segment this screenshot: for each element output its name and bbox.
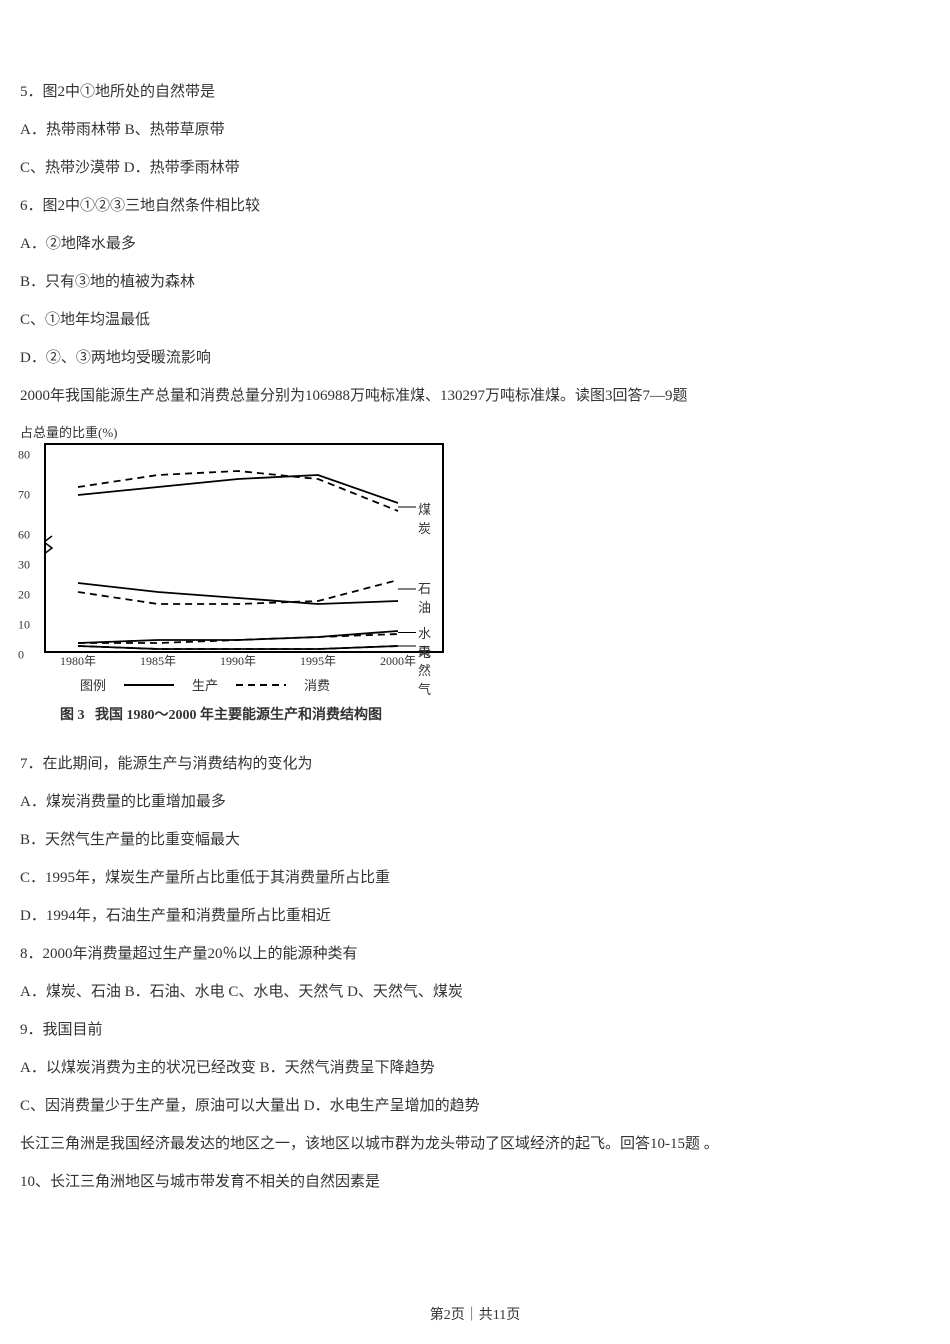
q8-options: A．煤炭、石油 B．石油、水电 C、水电、天然气 D、天然气、煤炭: [20, 980, 930, 1004]
q9-options-cd: C、因消费量少于生产量，原油可以大量出 D．水电生产呈增加的趋势: [20, 1094, 930, 1118]
chart-ytick: 20: [18, 588, 30, 603]
legend-solid-line-icon: [124, 680, 174, 690]
chart-ytick: 60: [18, 528, 30, 543]
q8-stem: 8．2000年消费量超过生产量20％以上的能源种类有: [20, 942, 930, 966]
q5-options-ab: A．热带雨林带 B、热带草原带: [20, 118, 930, 142]
q6-option-d: D．②、③两地均受暖流影响: [20, 346, 930, 370]
chart-ytick: 30: [18, 558, 30, 573]
q9-options-ab: A．以煤炭消费为主的状况已经改变 B．天然气消费呈下降趋势: [20, 1056, 930, 1080]
q7-option-d: D．1994年，石油生产量和消费量所占比重相近: [20, 904, 930, 928]
chart-ytick: 80: [18, 448, 30, 463]
chart-ytick: 0: [18, 648, 24, 663]
series-label-coal: 煤炭: [418, 499, 442, 537]
intro-10-15: 长江三角洲是我国经济最发达的地区之一，该地区以城市群为龙头带动了区域经济的起飞。…: [20, 1132, 930, 1156]
chart-caption: 图 3 我国 1980～2000 年主要能源生产和消费结构图: [60, 704, 460, 724]
series-label-gas: 天然气: [418, 641, 442, 698]
chart-ytick: 70: [18, 488, 30, 503]
q5-stem: 5．图2中①地所处的自然带是: [20, 80, 930, 104]
q7-option-b: B．天然气生产量的比重变幅最大: [20, 828, 930, 852]
caption-text: 我国 1980～2000 年主要能源生产和消费结构图: [95, 708, 382, 723]
q7-stem: 7．在此期间，能源生产与消费结构的变化为: [20, 752, 930, 776]
q7-option-c: C．1995年，煤炭生产量所占比重低于其消费量所占比重: [20, 866, 930, 890]
q6-option-b: B．只有③地的植被为森林: [20, 270, 930, 294]
legend-prod: 生产: [192, 675, 218, 694]
page-footer: 第2页｜共11页: [0, 1304, 950, 1324]
legend-cons: 消费: [304, 675, 330, 694]
q6-stem: 6．图2中①②③三地自然条件相比较: [20, 194, 930, 218]
q5-options-cd: C、热带沙漠带 D．热带季雨林带: [20, 156, 930, 180]
q6-option-a: A．②地降水最多: [20, 232, 930, 256]
chart-plot-area: 01020306070801980年1985年1990年1995年2000年煤炭…: [44, 443, 444, 653]
q7-option-a: A．煤炭消费量的比重增加最多: [20, 790, 930, 814]
chart-ytick: 10: [18, 618, 30, 633]
intro-7-9: 2000年我国能源生产总量和消费总量分别为106988万吨标准煤、130297万…: [20, 384, 930, 408]
chart-legend: 图例 生产 消费: [80, 675, 460, 694]
chart-ylabel: 占总量的比重(%): [20, 422, 460, 441]
q6-option-c: C、①地年均温最低: [20, 308, 930, 332]
legend-heading: 图例: [80, 675, 106, 694]
q9-stem: 9．我国目前: [20, 1018, 930, 1042]
q10-stem: 10、长江三角洲地区与城市带发育不相关的自然因素是: [20, 1170, 930, 1194]
chart-lines: [46, 445, 446, 655]
series-label-oil: 石油: [418, 578, 442, 616]
caption-prefix: 图 3: [60, 708, 85, 723]
legend-dashed-line-icon: [236, 680, 286, 690]
figure-3: 占总量的比重(%) 01020306070801980年1985年1990年19…: [20, 422, 460, 724]
